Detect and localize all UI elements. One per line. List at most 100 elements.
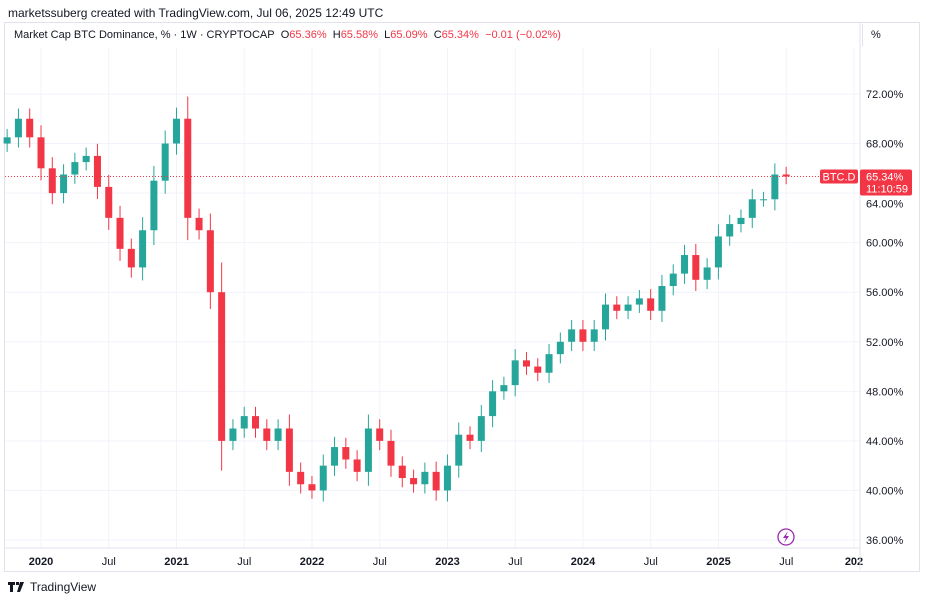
symbol-tag-label: BTC.D: [823, 171, 856, 183]
candle-body: [692, 255, 700, 280]
low-value: 65.09%: [390, 29, 428, 41]
open-label: O: [280, 29, 290, 41]
candle-body: [150, 180, 158, 231]
y-tick-label: 40.00%: [866, 485, 904, 497]
percent-scale-button[interactable]: %: [862, 24, 921, 46]
candle-body: [771, 174, 779, 200]
candle-body: [252, 416, 260, 429]
x-tick-label: 2020: [29, 556, 53, 568]
symbol-title: Market Cap BTC Dominance, % · 1W · CRYPT…: [14, 29, 275, 41]
candle-body: [161, 143, 169, 181]
candle-body: [714, 236, 722, 268]
symbol-tag: [820, 169, 858, 184]
candle-body: [602, 304, 609, 330]
x-tick-label: Jul: [373, 556, 387, 568]
candle-body: [376, 428, 384, 441]
candle-body: [398, 465, 406, 479]
candle-body: [658, 286, 666, 311]
open-value: 65.36%: [289, 29, 327, 41]
candle-body: [195, 217, 203, 231]
candle-body: [477, 416, 485, 441]
candle-body: [568, 329, 576, 342]
candle-body: [319, 465, 327, 491]
candle-body: [545, 354, 553, 373]
candle-body: [105, 186, 113, 218]
candle-body: [737, 217, 745, 225]
candle-body: [240, 416, 248, 429]
candle-body: [274, 428, 282, 441]
candle-body: [218, 292, 226, 441]
candle-body: [534, 366, 542, 373]
candle-body: [726, 224, 734, 237]
candle-body: [93, 155, 101, 187]
candle-body: [353, 459, 361, 472]
candle-body: [14, 118, 22, 138]
candle-body: [285, 428, 293, 472]
x-tick-label: Jul: [102, 556, 116, 568]
candle-body: [669, 273, 677, 287]
change-value: −0.01 (−0.02%): [485, 29, 561, 41]
y-tick-label: 68.00%: [866, 139, 904, 151]
candle-body: [500, 385, 508, 392]
candle-body: [127, 248, 135, 268]
candle-body: [37, 137, 45, 169]
countdown-label: 11:10:59: [866, 183, 908, 195]
x-tick-label: Jul: [508, 556, 522, 568]
candle-body: [172, 118, 180, 144]
y-tick-label: 48.00%: [866, 386, 904, 398]
candle-body: [647, 298, 655, 311]
candle-body: [82, 155, 90, 163]
candle-body: [590, 329, 598, 342]
candle-body: [410, 478, 418, 485]
candle-body: [297, 471, 305, 485]
lightning-bolt-icon: [783, 531, 789, 543]
y-tick-label: 60.00%: [866, 238, 904, 250]
chart-credit: marketssuberg created with TradingView.c…: [8, 6, 384, 20]
candle-body: [364, 428, 372, 472]
candle-body: [748, 199, 756, 218]
y-tick-label: 44.00%: [866, 436, 904, 448]
x-tick-label: 2021: [164, 556, 188, 568]
y-tick-label: 56.00%: [866, 287, 904, 299]
candle-body: [782, 174, 790, 177]
candle-body: [579, 329, 587, 342]
y-tick-label: 36.00%: [866, 535, 904, 547]
y-tick-label: 72.00%: [866, 89, 904, 101]
candle-body: [624, 304, 632, 311]
candle-body: [556, 341, 564, 355]
candle-body: [342, 447, 350, 460]
x-tick-label: Jul: [779, 556, 793, 568]
close-label: C: [433, 29, 442, 41]
x-tick-label: 2022: [300, 556, 324, 568]
candle-body: [60, 174, 68, 194]
candle-body: [511, 360, 519, 386]
candle-body: [432, 471, 440, 491]
tradingview-logo-icon: [8, 582, 24, 592]
x-tick-label: Jul: [237, 556, 251, 568]
x-tick-label: 2024: [571, 556, 596, 568]
candle-body: [71, 162, 79, 175]
candle-body: [139, 230, 147, 268]
footer-brand: TradingView: [30, 580, 97, 594]
candle-body: [116, 217, 124, 249]
x-tick-label: 2025: [706, 556, 730, 568]
candle-body: [613, 304, 621, 311]
candle-body: [455, 434, 463, 466]
candle-body: [331, 447, 339, 466]
candle-body: [443, 465, 451, 491]
tradingview-footer: TradingView: [8, 580, 96, 594]
candle-body: [3, 137, 11, 144]
symbol-legend: Market Cap BTC Dominance, % · 1W · CRYPT…: [14, 29, 561, 41]
low-label: L: [384, 29, 391, 41]
candle-body: [760, 199, 768, 201]
candle-body: [421, 471, 429, 485]
close-value: 65.34%: [441, 29, 479, 41]
candle-body: [466, 434, 474, 441]
x-tick-label: 202: [845, 556, 863, 568]
candle-body: [387, 440, 395, 466]
candle-body: [229, 428, 237, 441]
candle-body: [26, 118, 34, 138]
last-price-tag: [860, 169, 912, 196]
candle-body: [522, 360, 530, 367]
